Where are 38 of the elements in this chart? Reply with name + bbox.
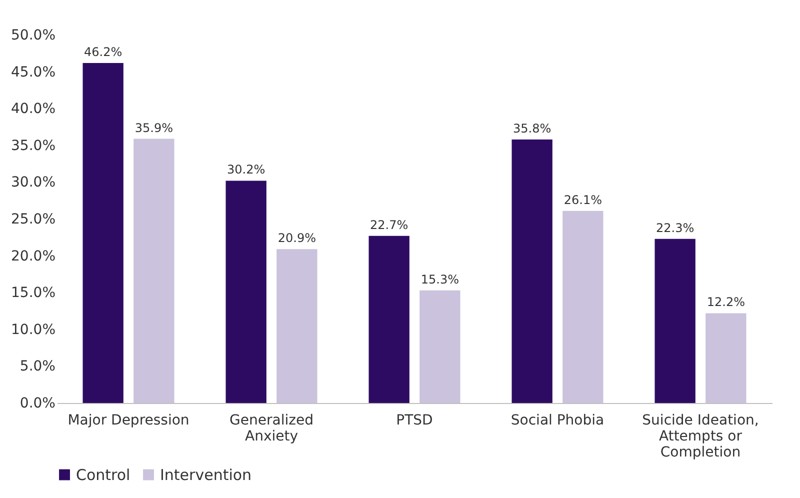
x-tick-label: Suicide Ideation, Attempts or Completion [642,412,759,460]
bar [512,140,552,403]
x-tick-label: Generalized Anxiety [230,412,314,444]
bar [654,238,696,403]
bar [420,290,460,403]
data-label: 22.7% [370,218,408,232]
y-tick-label: 15.0% [11,285,56,302]
data-label: 20.9% [278,231,316,246]
y-tick-label: 5.0% [20,358,56,375]
bar [562,210,604,403]
data-label: 46.2% [84,44,122,59]
x-tick-label: PTSD [396,412,433,428]
bar [82,62,124,403]
bar [226,180,266,403]
y-tick-label: 20.0% [11,248,56,264]
y-tick-label: 30.0% [11,174,56,191]
legend-label: Intervention [160,466,252,484]
y-tick-label: 0.0% [20,396,56,412]
data-label: 30.2% [227,162,266,177]
x-tick-label: Social Phobia [510,412,604,428]
data-label: 35.9% [134,120,173,135]
bar [134,138,174,403]
legend-label: Control [76,466,130,484]
data-label: 12.2% [706,295,745,310]
data-label: 22.3% [656,220,694,235]
data-label: 35.8% [513,122,552,136]
y-tick-label: 35.0% [11,138,56,154]
data-label: 15.3% [420,272,459,286]
bar [706,313,746,403]
data-label: 26.1% [564,192,602,207]
y-tick-label: 10.0% [11,322,56,338]
x-tick-label: Major Depression [68,412,190,428]
bar [368,236,410,403]
y-tick-label: 40.0% [11,101,56,118]
y-tick-label: 50.0% [11,28,56,44]
bar [276,249,318,403]
y-tick-label: 25.0% [11,212,56,228]
y-tick-label: 45.0% [11,64,56,80]
